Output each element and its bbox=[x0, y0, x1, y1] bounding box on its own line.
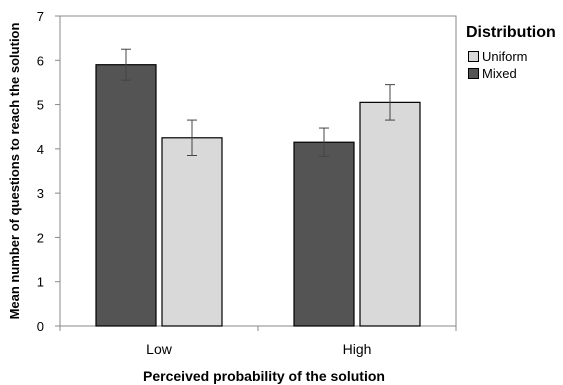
y-tick-label: 0 bbox=[37, 319, 44, 334]
y-axis-title: Mean number of questions to reach the so… bbox=[7, 23, 22, 320]
bar-uniform-low bbox=[161, 137, 223, 327]
x-axis-title: Perceived probability of the solution bbox=[143, 368, 385, 384]
legend-item-uniform: Uniform bbox=[466, 48, 556, 65]
bar-mixed-low bbox=[95, 64, 157, 327]
y-tick-label: 6 bbox=[37, 53, 44, 68]
y-tick-label: 5 bbox=[37, 98, 44, 113]
legend-swatch-mixed bbox=[468, 68, 479, 79]
y-tick-label: 4 bbox=[37, 142, 44, 157]
bar-mixed-high bbox=[293, 141, 355, 327]
y-tick-label: 2 bbox=[37, 230, 44, 245]
bar-uniform-high bbox=[359, 101, 421, 327]
y-tick-label: 7 bbox=[37, 9, 44, 24]
legend-label-uniform: Uniform bbox=[482, 49, 528, 64]
x-tick-label: Low bbox=[146, 341, 173, 357]
legend-label-mixed: Mixed bbox=[482, 66, 517, 81]
legend: Distribution Uniform Mixed bbox=[466, 24, 556, 82]
legend-item-mixed: Mixed bbox=[466, 65, 556, 82]
legend-swatch-uniform bbox=[468, 51, 479, 62]
y-tick-label: 3 bbox=[37, 186, 44, 201]
y-tick-label: 1 bbox=[37, 275, 44, 290]
x-tick-label: High bbox=[343, 341, 372, 357]
legend-title: Distribution bbox=[466, 24, 556, 41]
